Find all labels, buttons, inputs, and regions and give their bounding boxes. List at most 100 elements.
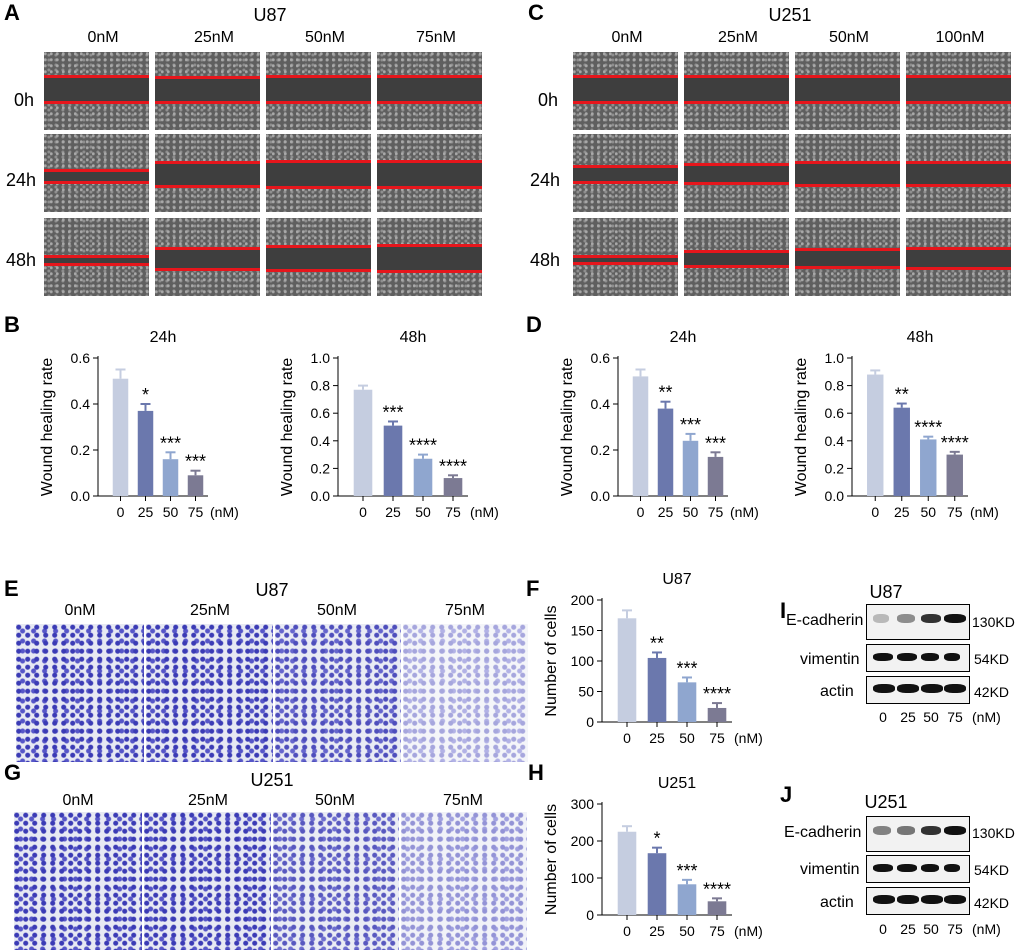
wound-image <box>377 52 482 130</box>
y-tick-label: 0.2 <box>311 460 331 476</box>
significance-label: *** <box>676 658 697 678</box>
y-tick-label: 1.0 <box>311 350 331 366</box>
bar <box>920 439 937 496</box>
chart-h: U251 Number of cells 0 100 200 300 0 25 * 50 *** 75… <box>543 775 763 939</box>
chart-title: 48h <box>907 329 934 346</box>
bar <box>187 475 204 496</box>
wound-edge-line <box>795 266 900 269</box>
blot-band <box>897 864 917 872</box>
wound-edge-line <box>684 250 789 253</box>
panel-g-conc-label: 25nM <box>187 792 229 809</box>
transwell-image <box>403 624 528 762</box>
blot-lane-label: 75 <box>947 709 963 725</box>
x-tick-label: 50 <box>163 504 179 520</box>
wound-edge-line <box>906 247 1011 250</box>
panel-label-c: C <box>528 0 544 25</box>
y-tick-label: 0.0 <box>591 488 611 504</box>
wound-image <box>906 52 1011 130</box>
significance-label: ** <box>895 385 909 405</box>
x-tick-label: 75 <box>708 504 724 520</box>
wound-edge-line <box>377 160 482 163</box>
chart-title: U251 <box>658 775 696 792</box>
wound-image <box>155 52 260 130</box>
bar <box>946 454 963 496</box>
panel-e-title: U87 <box>255 580 289 600</box>
blot-size-label: 42KD <box>974 684 1010 700</box>
wound-image <box>377 218 482 296</box>
wound-edge-line <box>684 101 789 104</box>
panel-c-conc-label: 100nM <box>935 29 985 46</box>
x-tick-label: 50 <box>679 730 695 746</box>
wound-image <box>155 218 260 296</box>
wound-edge-line <box>44 75 149 78</box>
y-tick-label: 0.6 <box>591 350 611 366</box>
bar <box>677 884 697 915</box>
wound-image <box>573 218 678 296</box>
panel-g-conc-label: 0nM <box>62 792 94 809</box>
transwell-image <box>401 812 527 950</box>
significance-label: **** <box>703 684 731 704</box>
panel-label-h: H <box>528 760 544 785</box>
bar <box>632 376 649 496</box>
wound-edge-line <box>684 75 789 78</box>
blot-band <box>944 826 966 835</box>
panel-i-title: U87 <box>869 582 903 602</box>
x-tick-label: 50 <box>415 504 431 520</box>
x-tick-label: 25 <box>894 504 910 520</box>
x-tick-label: 0 <box>117 504 125 520</box>
wound-edge-line <box>266 245 371 248</box>
blot-band <box>921 826 941 835</box>
chart-title: U87 <box>662 571 691 588</box>
significance-label: *** <box>680 415 701 435</box>
chart-b-24h: 24h Wound healing rate 0.0 0.2 0.4 0.6 0 25 * 50 *… <box>39 329 239 520</box>
wound-edge-line <box>44 263 149 266</box>
y-tick-label: 0.6 <box>825 405 845 421</box>
y-tick-label: 0.0 <box>825 488 845 504</box>
panel-c-title: U251 <box>768 5 812 25</box>
x-tick-label: 50 <box>920 504 936 520</box>
blot-unit-label: (nM) <box>972 921 1001 937</box>
bar <box>353 389 373 496</box>
wound-edge-line <box>684 265 789 268</box>
panel-c-conc-label: 0nM <box>611 29 643 46</box>
wound-edge-line <box>795 184 900 187</box>
blot-band <box>921 614 941 623</box>
wound-image <box>795 52 900 130</box>
x-tick-label: 75 <box>445 504 461 520</box>
bar <box>162 459 179 496</box>
y-axis-label: Wound healing rate <box>39 358 56 497</box>
wound-edge-line <box>377 101 482 104</box>
panel-label-e: E <box>4 576 19 601</box>
chart-f: U87 Number of cells 0 50 100 150 200 0 25 ** 50 ***… <box>543 571 763 746</box>
y-tick-label: 0.2 <box>591 442 611 458</box>
panel-g-title: U251 <box>250 770 294 790</box>
y-tick-label: 0.6 <box>311 405 331 421</box>
transwell-image <box>16 624 144 762</box>
wound-edge-line <box>906 184 1011 187</box>
blot-band <box>944 614 966 623</box>
panel-a-conc-label: 75nM <box>415 29 457 46</box>
panel-j-title: U251 <box>864 792 908 812</box>
significance-label: * <box>653 829 660 849</box>
blot-lane-label: 75 <box>947 921 963 937</box>
significance-label: ** <box>658 383 672 403</box>
y-tick-label: 300 <box>571 796 595 812</box>
blot-band <box>897 614 915 623</box>
bar <box>647 853 667 915</box>
x-tick-label: 75 <box>947 504 963 520</box>
bar <box>137 410 154 496</box>
bar <box>617 618 637 722</box>
wound-image <box>266 52 371 130</box>
x-tick-label: 25 <box>385 504 401 520</box>
wound-edge-line <box>795 248 900 251</box>
wound-image <box>266 134 371 212</box>
bar <box>413 458 433 496</box>
bar <box>657 408 674 496</box>
wound-edge-line <box>795 75 900 78</box>
blot-band <box>897 653 917 661</box>
wound-edge-line <box>906 267 1011 270</box>
blot-band <box>944 895 966 904</box>
bar <box>682 440 699 496</box>
wound-edge-line <box>44 255 149 258</box>
blot-lane-label: 0 <box>879 709 887 725</box>
